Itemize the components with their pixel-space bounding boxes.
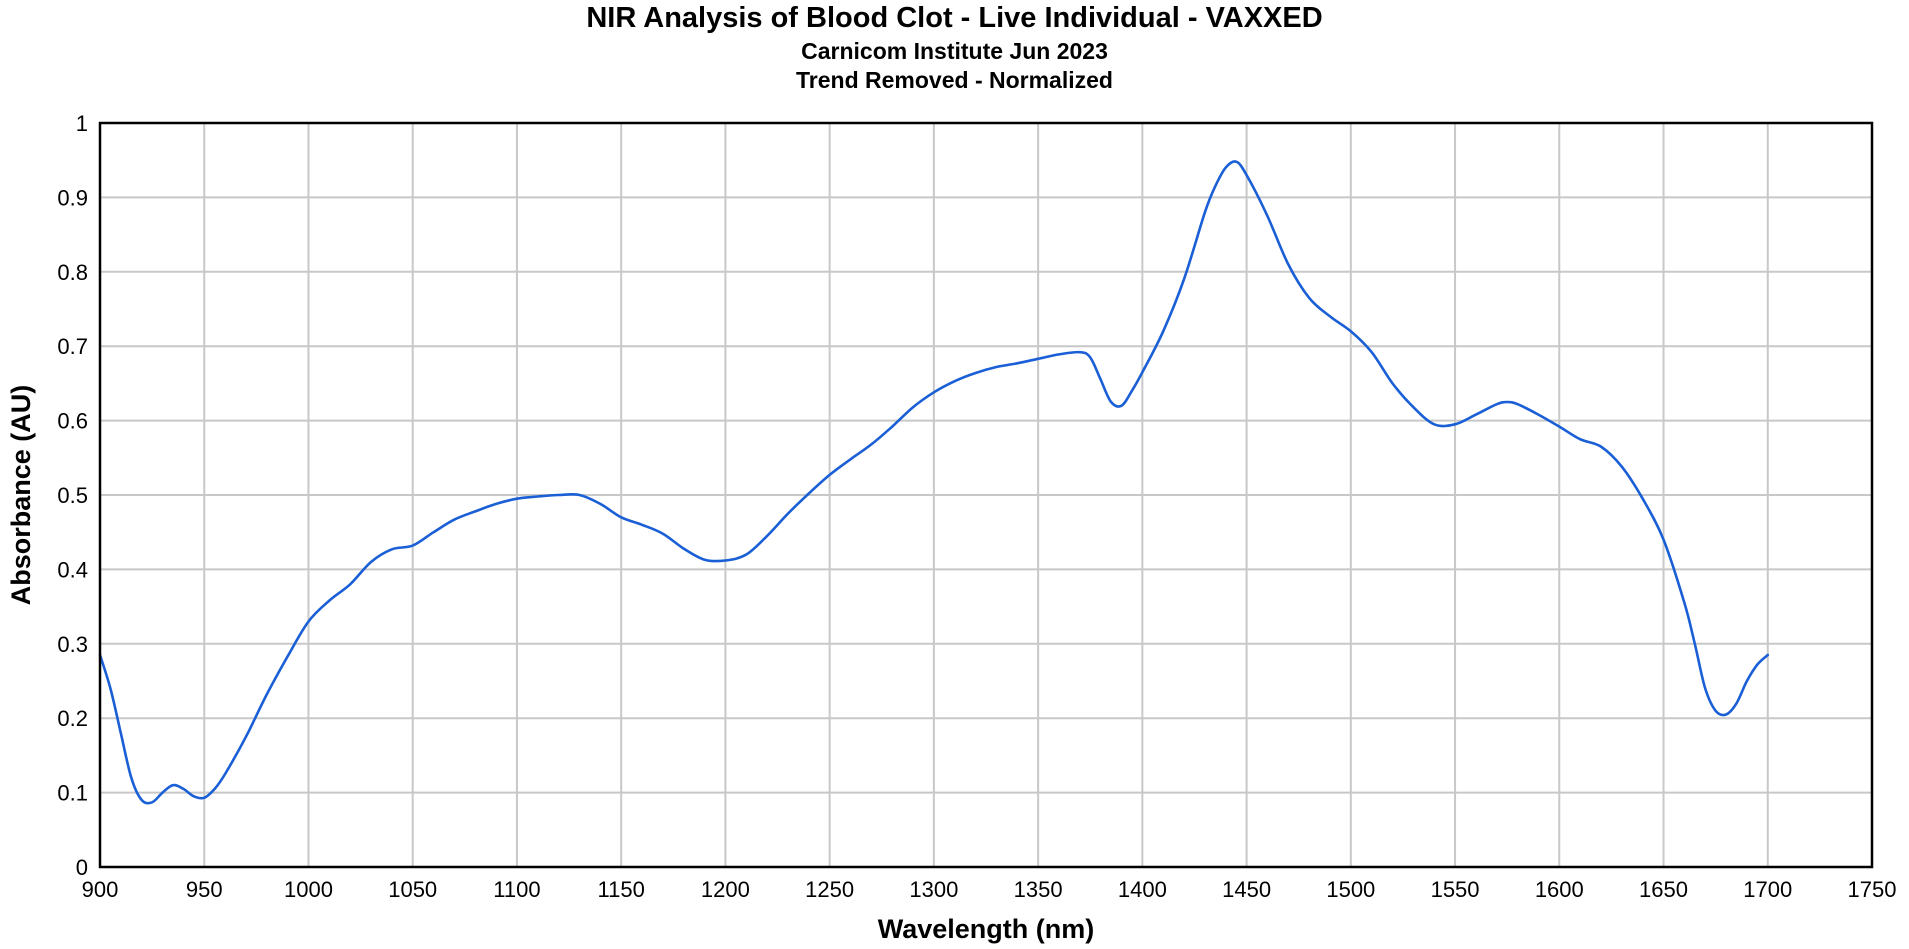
grid-lines (99, 122, 1873, 868)
x-tick-label: 1300 (909, 877, 958, 902)
y-tick-label: 0.4 (57, 557, 88, 582)
y-tick-label: 0.9 (57, 185, 88, 210)
y-tick-label: 0.5 (57, 483, 88, 508)
series-line (98, 160, 1770, 805)
x-tick-label: 1500 (1326, 877, 1375, 902)
x-tick-label: 900 (82, 877, 119, 902)
y-tick-label: 1 (76, 111, 88, 136)
y-tick-label: 0 (76, 855, 88, 880)
chart-subtitle-2: Trend Removed - Normalized (796, 67, 1113, 93)
chart-title: NIR Analysis of Blood Clot - Live Indivi… (586, 2, 1323, 34)
y-tick-label: 0.2 (57, 706, 88, 731)
x-tick-label: 1250 (805, 877, 854, 902)
x-tick-label: 1600 (1535, 877, 1584, 902)
x-tick-label: 950 (186, 877, 223, 902)
x-tick-label: 1700 (1743, 877, 1792, 902)
y-tick-label: 0.8 (57, 260, 88, 285)
y-tick-label: 0.3 (57, 632, 88, 657)
plot-frame (98, 121, 1874, 869)
x-axis-ticks: 900 950 1000 1050 1100 1150 1200 1250 1300 1350 14… (82, 877, 1897, 902)
x-axis-label: Wavelength (nm) (878, 914, 1095, 944)
x-tick-label: 1450 (1222, 877, 1271, 902)
y-tick-label: 0.1 (57, 781, 88, 806)
x-tick-label: 1650 (1639, 877, 1688, 902)
y-tick-label: 0.6 (57, 409, 88, 434)
x-tick-label: 1750 (1848, 877, 1897, 902)
x-tick-label: 1200 (701, 877, 750, 902)
x-tick-label: 1400 (1118, 877, 1167, 902)
x-tick-label: 1150 (598, 877, 645, 902)
y-axis-label: Absorbance (AU) (6, 385, 36, 606)
x-tick-label: 1000 (284, 877, 333, 902)
chart-subtitle: Carnicom Institute Jun 2023 (801, 38, 1108, 64)
y-axis-ticks: 0 0.1 0.2 0.3 0.4 0.5 0.6 0.7 0.8 0.9 1 (57, 111, 88, 880)
x-tick-label: 1050 (388, 877, 437, 902)
y-tick-label: 0.7 (57, 334, 88, 359)
x-tick-label: 1100 (493, 877, 540, 902)
x-tick-label: 1350 (1014, 877, 1063, 902)
x-tick-label: 1550 (1431, 877, 1480, 902)
